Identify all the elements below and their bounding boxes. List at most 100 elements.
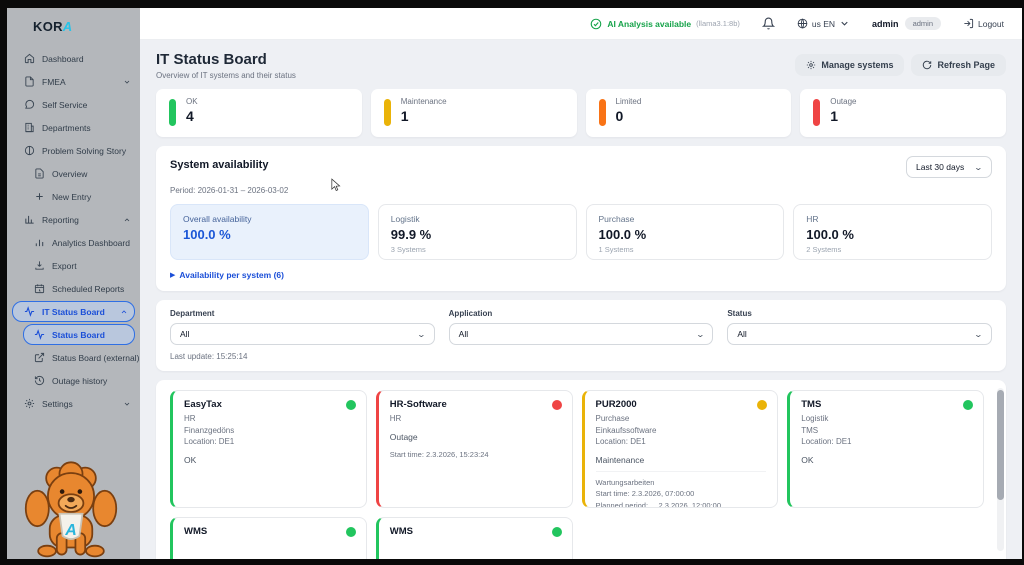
status-dot-green xyxy=(551,527,562,537)
sidebar-item-label: Dashboard xyxy=(42,53,84,64)
scrollbar-thumb[interactable] xyxy=(997,390,1004,500)
sidebar-item-export[interactable]: Export xyxy=(7,254,140,277)
availability-card-value: 100.0 % xyxy=(806,227,854,242)
sidebar-item-departments[interactable]: Departments xyxy=(7,116,140,139)
sidebar-item-label: New Entry xyxy=(52,191,92,202)
document-icon xyxy=(34,168,45,179)
system-status: OK xyxy=(801,454,814,465)
sidebar-item-label: Self Service xyxy=(42,99,88,110)
status-card-label: Limited xyxy=(615,97,642,106)
sidebar-nav: Dashboard FMEA Self Service Departments … xyxy=(7,47,140,415)
status-card-ok: OK 4 xyxy=(156,89,362,137)
status-filter-select[interactable]: All ⌄ xyxy=(727,323,992,345)
main-area: AI Analysis available (llama3.1:8b) us E… xyxy=(140,8,1022,559)
status-dot-green xyxy=(345,400,356,410)
system-name: WMS xyxy=(389,526,413,537)
status-dot-red xyxy=(551,400,562,410)
system-card-pur2000: PUR2000 Purchase Einkaufssoftware Locati… xyxy=(581,390,779,508)
sidebar-item-label: Status Board (external) xyxy=(52,352,140,363)
logout-button[interactable]: Logout xyxy=(963,18,1004,29)
analytics-icon xyxy=(34,237,45,248)
chevron-down-icon xyxy=(124,402,130,406)
overall-availability-card: Overall availability 100.0 % xyxy=(170,204,369,260)
sidebar-item-label: Reporting xyxy=(42,214,79,225)
system-status: Maintenance xyxy=(595,454,645,465)
app-logo: KORA xyxy=(33,19,73,34)
status-card-limited: Limited 0 xyxy=(585,89,792,137)
status-filter-value: All xyxy=(737,329,747,339)
mascot-dog-image: A xyxy=(24,461,118,558)
activity-icon xyxy=(34,329,45,340)
system-department: HR xyxy=(389,414,402,423)
notifications-button[interactable] xyxy=(761,17,775,30)
sidebar-item-label: FMEA xyxy=(42,76,66,87)
language-selector[interactable]: us EN xyxy=(797,18,850,29)
availability-per-system-link[interactable]: ▶ Availability per system (6) xyxy=(170,270,284,280)
chevron-down-icon xyxy=(124,80,130,84)
page-title: IT Status Board xyxy=(156,51,267,68)
page-content: IT Status Board Overview of IT systems a… xyxy=(140,40,1022,559)
status-card-outage: Outage 1 xyxy=(800,89,1006,137)
sidebar-item-fmea[interactable]: FMEA xyxy=(7,70,140,93)
circle-half-icon xyxy=(24,145,35,156)
filters-panel: Department All ⌄ Application All ⌄ xyxy=(156,300,1006,371)
sidebar-item-overview[interactable]: Overview xyxy=(7,162,140,185)
system-start-time: Start time: 2.3.2026, 07:00:00 xyxy=(595,489,695,499)
system-application: Einkaufssoftware xyxy=(595,425,657,435)
status-filter-label: Status xyxy=(727,309,752,318)
sidebar-item-it-status-board[interactable]: IT Status Board xyxy=(12,301,135,322)
sidebar-item-scheduled-reports[interactable]: Scheduled Reports xyxy=(7,277,140,300)
sidebar-item-reporting[interactable]: Reporting xyxy=(7,208,140,231)
status-card-count: 4 xyxy=(186,108,194,124)
status-dot-yellow xyxy=(757,400,768,410)
manage-systems-button[interactable]: Manage systems xyxy=(795,54,905,76)
system-planned-period: Planned period: ... 2.3.2026, 12:00:00 xyxy=(595,501,722,508)
sidebar-item-label: Outage history xyxy=(52,375,108,386)
sidebar-item-settings[interactable]: Settings xyxy=(7,392,140,415)
sidebar-item-problem-solving-story[interactable]: Problem Solving Story xyxy=(7,139,140,162)
status-dot-green xyxy=(345,527,356,537)
sidebar-item-outage-history[interactable]: Outage history xyxy=(7,369,140,392)
ai-analysis-status: AI Analysis available (llama3.1:8b) xyxy=(590,18,740,30)
sidebar-item-analytics-dashboard[interactable]: Analytics Dashboard xyxy=(7,231,140,254)
ai-model-text: (llama3.1:8b) xyxy=(696,19,740,28)
gear-icon xyxy=(24,398,35,409)
refresh-page-button[interactable]: Refresh Page xyxy=(911,54,1006,76)
availability-card-value: 100.0 % xyxy=(183,227,231,242)
status-bar-yellow xyxy=(383,99,391,126)
sidebar-item-dashboard[interactable]: Dashboard xyxy=(7,47,140,70)
sidebar-item-label: Overview xyxy=(52,168,88,179)
application-filter-value: All xyxy=(458,329,469,339)
systems-panel: EasyTax HR Finanzgedöns Location: DE1 OK… xyxy=(156,380,1006,559)
sidebar-item-label: Analytics Dashboard xyxy=(52,237,130,248)
status-card-label: Maintenance xyxy=(400,97,447,106)
chevron-down-icon: ⌄ xyxy=(973,162,984,172)
availability-card-purchase: Purchase 100.0 % 1 Systems xyxy=(585,204,785,260)
status-card-count: 0 xyxy=(615,108,624,124)
status-card-count: 1 xyxy=(830,108,839,124)
system-card-wms-2: WMS xyxy=(375,517,573,559)
status-card-count: 1 xyxy=(400,108,409,124)
scrollbar-track xyxy=(997,388,1004,551)
chevron-up-icon xyxy=(124,217,130,221)
calendar-clock-icon xyxy=(34,283,45,294)
sidebar-item-self-service[interactable]: Self Service xyxy=(7,93,140,116)
page-subtitle: Overview of IT systems and their status xyxy=(156,71,296,80)
sidebar-item-new-entry[interactable]: New Entry xyxy=(7,185,140,208)
user-menu[interactable]: admin admin xyxy=(872,17,941,30)
application-filter-select[interactable]: All ⌄ xyxy=(448,323,714,345)
sidebar: KORA Dashboard FMEA Self Service Departm… xyxy=(7,8,140,559)
status-bar-orange xyxy=(598,99,606,126)
sidebar-item-status-board-external[interactable]: Status Board (external) xyxy=(7,346,140,369)
system-location: Location: DE1 xyxy=(184,437,235,447)
sidebar-item-status-board[interactable]: Status Board xyxy=(23,324,135,345)
activity-icon xyxy=(24,306,35,317)
availability-card-hr: HR 100.0 % 2 Systems xyxy=(793,204,992,260)
department-filter-select[interactable]: All ⌄ xyxy=(170,323,435,345)
system-location: Location: DE1 xyxy=(595,437,646,447)
triangle-right-icon: ▶ xyxy=(170,272,176,279)
date-range-select[interactable]: Last 30 days ⌄ xyxy=(906,156,992,178)
application-filter-label: Application xyxy=(448,309,493,318)
system-card-easytax: EasyTax HR Finanzgedöns Location: DE1 OK xyxy=(170,390,367,508)
system-department: Purchase xyxy=(595,414,630,423)
